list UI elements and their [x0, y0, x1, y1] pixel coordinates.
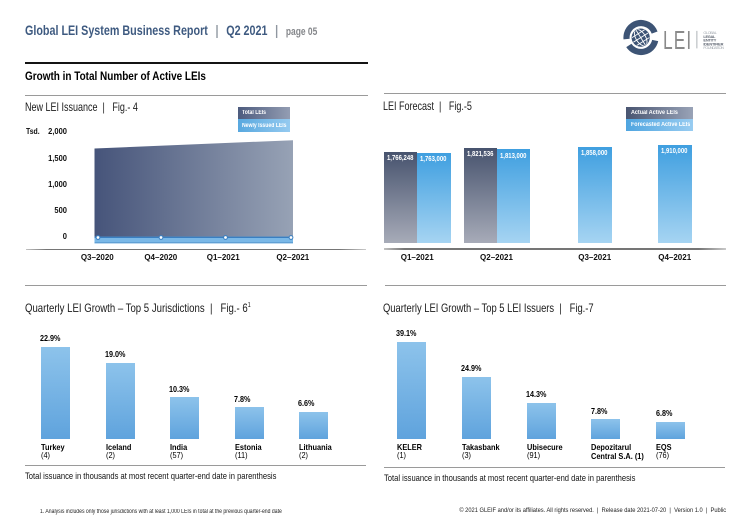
svg-text:FOUNDATION: FOUNDATION: [703, 45, 724, 50]
svg-text:LEI: LEI: [663, 26, 692, 55]
svg-text:IDENTIFIER: IDENTIFIER: [703, 41, 723, 46]
svg-text:GLOBAL: GLOBAL: [703, 30, 717, 35]
svg-text:ENTITY: ENTITY: [703, 38, 716, 43]
svg-text:LEGAL: LEGAL: [703, 34, 716, 39]
